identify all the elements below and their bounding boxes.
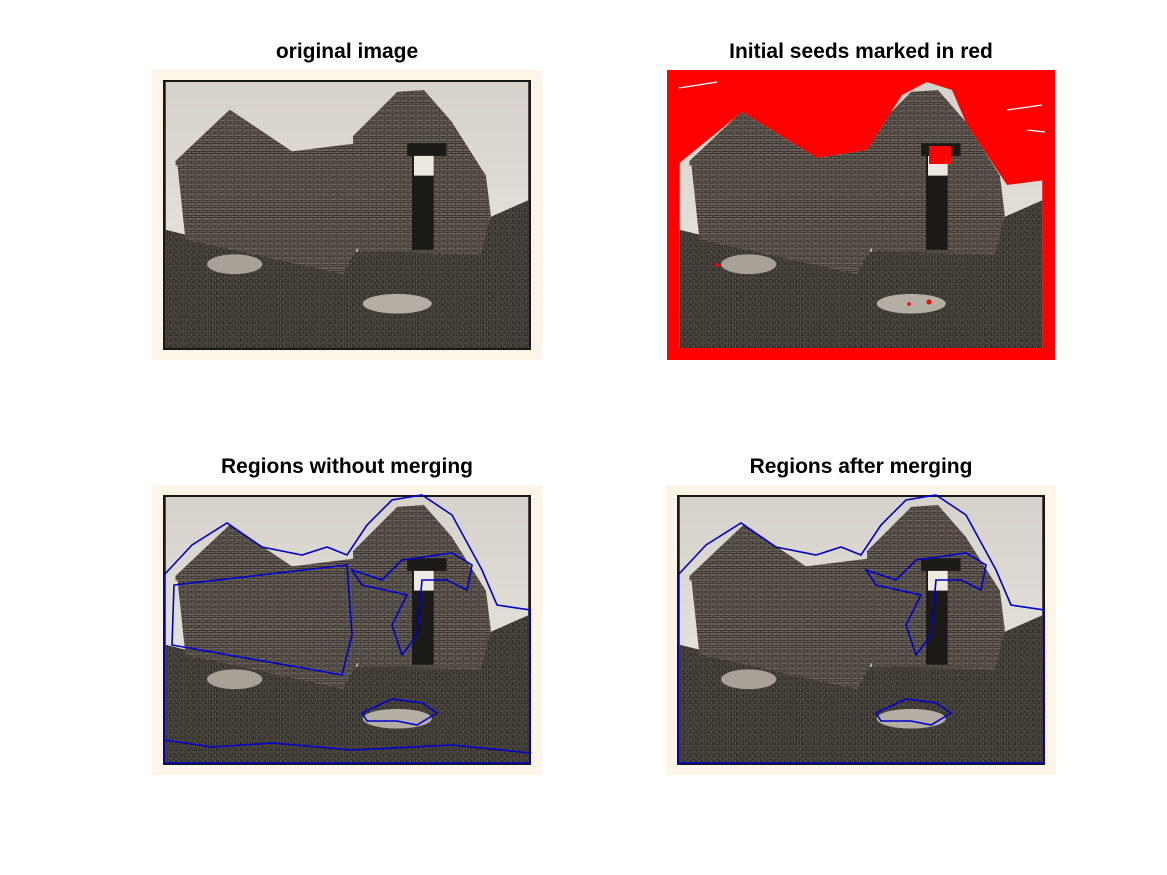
regions-photo (163, 494, 531, 765)
image-frame (667, 70, 1055, 360)
image-frame (152, 70, 542, 360)
seed-overlay-photo (667, 70, 1055, 360)
panel-regions-after-merging: Regions after merging (666, 453, 1056, 778)
merged-regions-photo (677, 494, 1045, 765)
panel-title: Initial seeds marked in red (729, 40, 993, 63)
panel-title: Regions after merging (749, 455, 973, 478)
panel-regions-without-merging: Regions without merging (152, 453, 542, 778)
panel-original-image: original image (152, 38, 542, 363)
panel-title: original image (275, 40, 419, 63)
image-frame (152, 485, 542, 775)
ruin-photo (163, 80, 531, 350)
panel-title: Regions without merging (221, 455, 473, 478)
panel-initial-seeds: Initial seeds marked in red (667, 38, 1055, 363)
image-frame (666, 485, 1056, 775)
